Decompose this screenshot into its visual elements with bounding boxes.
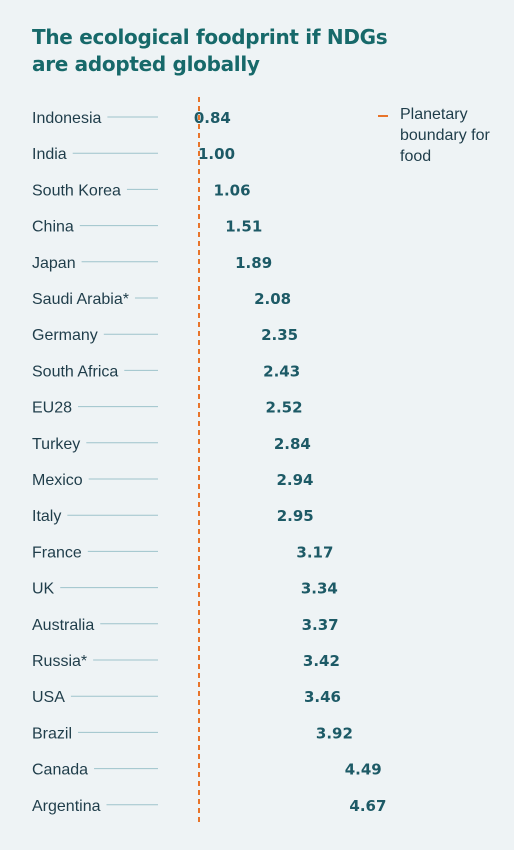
globe-icon	[244, 610, 270, 637]
value-label: 4.49	[345, 761, 382, 779]
globe-icon	[244, 719, 270, 746]
globe-icon	[204, 755, 230, 782]
country-label: Brazil	[32, 725, 72, 742]
globe-icon	[164, 538, 190, 565]
globe-icon	[244, 502, 269, 529]
legend-boundary-swatch	[378, 115, 388, 117]
country-label: Saudi Arabia*	[32, 291, 129, 308]
globe-icon	[164, 574, 190, 601]
globe-icon	[244, 791, 270, 818]
value-label: 3.34	[301, 580, 338, 598]
country-label: South Africa	[32, 363, 118, 380]
globe-icon	[244, 647, 270, 673]
globe-icon	[164, 647, 190, 673]
globe-icon	[204, 719, 230, 746]
country-label: Indonesia	[32, 110, 101, 127]
globe-icon	[324, 791, 342, 818]
country-label: UK	[32, 581, 55, 598]
globe-icon	[204, 647, 230, 673]
globe-icon	[244, 755, 270, 782]
globe-icon	[164, 466, 190, 492]
globe-icon	[244, 574, 270, 601]
globe-icon	[284, 755, 310, 782]
value-label: 2.35	[261, 326, 298, 344]
globe-icon	[204, 466, 230, 492]
globe-icon	[204, 791, 230, 818]
globe-icon	[284, 791, 310, 818]
country-label: EU28	[32, 400, 72, 417]
value-label: 0.84	[194, 109, 231, 127]
globe-icon	[204, 357, 230, 384]
globe-icon	[164, 429, 190, 456]
globe-icon	[204, 248, 228, 275]
globe-icon	[164, 140, 190, 167]
globe-icon	[164, 610, 190, 637]
country-label: France	[32, 544, 82, 561]
globe-icon	[164, 683, 190, 710]
globe-icon	[164, 755, 190, 782]
country-label: China	[32, 219, 74, 236]
legend: Planetary boundary for food	[378, 104, 510, 167]
globe-icon	[204, 683, 230, 710]
globe-icon	[164, 212, 190, 239]
value-label: 2.43	[263, 362, 300, 380]
globe-icon	[204, 429, 230, 456]
value-label: 4.67	[349, 797, 386, 815]
country-label: Mexico	[32, 472, 83, 489]
globe-icon	[244, 538, 270, 565]
value-label: 1.06	[214, 181, 251, 199]
country-label: USA	[32, 689, 65, 706]
country-label: Turkey	[32, 436, 80, 453]
value-label: 3.46	[304, 688, 341, 706]
globe-icon	[164, 357, 190, 384]
legend-label: Planetary boundary for food	[400, 106, 490, 165]
globe-icon	[244, 429, 266, 456]
globe-icon	[244, 683, 270, 710]
value-label: 2.84	[274, 435, 311, 453]
globe-icon	[164, 104, 186, 130]
globe-icon	[204, 610, 230, 637]
globe-icon	[204, 285, 230, 311]
globe-icon	[164, 502, 190, 529]
value-label: 1.89	[235, 254, 272, 272]
globe-icon	[164, 285, 190, 311]
globe-icon	[204, 393, 230, 420]
value-label: 3.37	[302, 616, 339, 634]
globe-icon	[204, 538, 230, 565]
globe-icon	[164, 248, 190, 275]
country-label: Japan	[32, 255, 76, 272]
chart-title: The ecological foodprint if NDGs are ado…	[32, 25, 388, 76]
globe-icon	[204, 502, 230, 529]
globe-icon	[164, 321, 190, 348]
country-label: Australia	[32, 617, 94, 634]
country-label: India	[32, 146, 67, 163]
country-label: Argentina	[32, 798, 101, 815]
value-label: 3.42	[303, 652, 340, 670]
country-label: Russia*	[32, 653, 87, 670]
value-label: 2.52	[266, 399, 303, 417]
value-label: 2.95	[277, 507, 314, 525]
value-label: 3.17	[296, 543, 333, 561]
globe-icon	[164, 176, 190, 203]
value-label: 2.94	[276, 471, 313, 489]
value-label: 1.51	[225, 218, 262, 236]
value-label: 3.92	[316, 724, 353, 742]
globe-icon	[164, 393, 190, 420]
globe-icon	[204, 321, 230, 348]
country-label: Italy	[32, 508, 61, 525]
country-label: Canada	[32, 762, 88, 779]
country-label: Germany	[32, 327, 98, 344]
globe-icon	[284, 719, 308, 746]
globe-icon	[164, 719, 190, 746]
globe-icon	[244, 466, 269, 492]
globe-icon	[164, 791, 190, 818]
country-label: South Korea	[32, 182, 121, 199]
value-label: 1.00	[198, 145, 235, 163]
value-label: 2.08	[254, 290, 291, 308]
globe-icon	[204, 574, 230, 601]
